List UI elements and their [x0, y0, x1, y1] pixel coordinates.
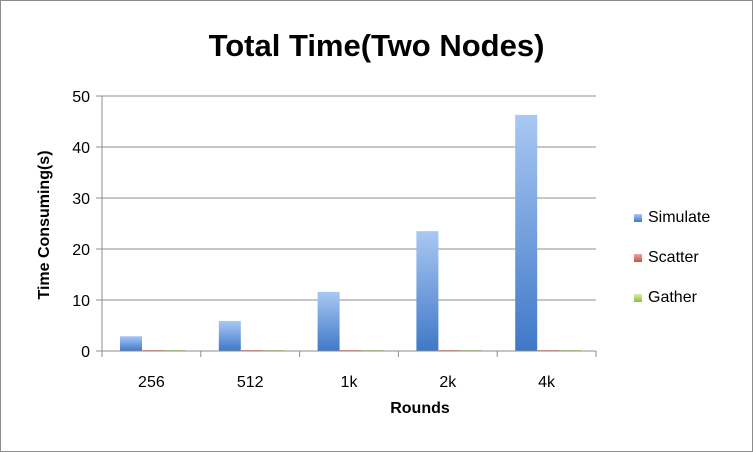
bar-simulate-4k	[515, 114, 538, 352]
legend-label-scatter: Scatter	[648, 249, 699, 266]
legend-label-simulate: Simulate	[648, 209, 711, 226]
legend-label-gather: Gather	[648, 289, 697, 306]
legend-swatch-simulate	[634, 214, 642, 222]
y-tick-label-0: 0	[81, 344, 90, 361]
legend-item-gather: Gather	[634, 288, 710, 308]
x-tick-label-1: 512	[237, 374, 264, 391]
legend-item-scatter: Scatter	[634, 248, 710, 268]
bar-simulate-2k	[416, 231, 439, 351]
y-tick-label-3: 30	[72, 191, 90, 208]
legend: Simulate Scatter Gather	[634, 208, 710, 328]
chart-title: Total Time(Two Nodes)	[208, 28, 545, 63]
x-tick-label-3: 2k	[439, 374, 457, 391]
x-axis-title: Rounds	[390, 400, 450, 417]
x-tick-label-0: 256	[138, 374, 165, 391]
y-tick-label-2: 20	[72, 242, 90, 259]
y-tick-label-1: 10	[72, 293, 90, 310]
bar-simulate-512	[218, 320, 241, 351]
bar-simulate-1k	[317, 291, 340, 351]
legend-swatch-gather	[634, 294, 642, 302]
y-tick-label-5: 50	[72, 89, 90, 106]
x-tick-label-2: 1k	[341, 374, 359, 391]
legend-swatch-scatter	[634, 254, 642, 262]
bar-simulate-256	[120, 336, 142, 351]
x-tick-label-4: 4k	[538, 374, 556, 391]
legend-item-simulate: Simulate	[634, 208, 710, 228]
y-tick-label-4: 40	[72, 140, 90, 157]
